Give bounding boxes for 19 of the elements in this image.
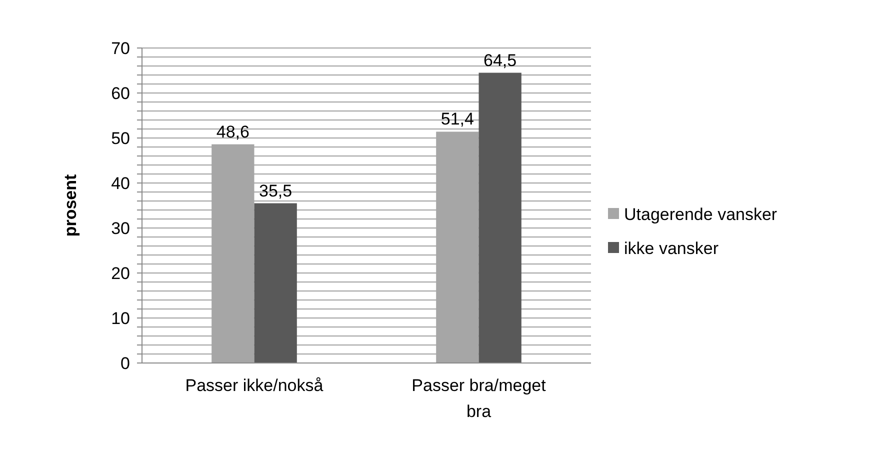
- y-tick-label: 20: [111, 264, 130, 283]
- y-tick-label: 70: [111, 38, 130, 58]
- bar: [254, 203, 297, 363]
- legend-label: ikke vansker: [624, 238, 719, 258]
- data-label: 51,4: [440, 110, 474, 129]
- x-tick-label: Passer bra/meget bra: [412, 376, 546, 421]
- y-tick-label: 60: [111, 84, 130, 103]
- bar: [478, 72, 522, 363]
- y-axis-title: prosent: [61, 174, 80, 237]
- x-tick-label: Passer ikke/nokså: [185, 376, 324, 395]
- legend-label: Utagerende vansker: [624, 204, 778, 224]
- data-label: 64,5: [484, 50, 517, 70]
- y-tick-label: 40: [111, 174, 130, 193]
- data-label: 48,6: [216, 122, 250, 142]
- y-tick-label: 50: [111, 128, 130, 148]
- data-label: 35,5: [259, 181, 292, 200]
- y-tick-label: 30: [111, 218, 130, 238]
- y-tick-label: 0: [120, 354, 130, 373]
- y-tick-label: 10: [111, 308, 130, 328]
